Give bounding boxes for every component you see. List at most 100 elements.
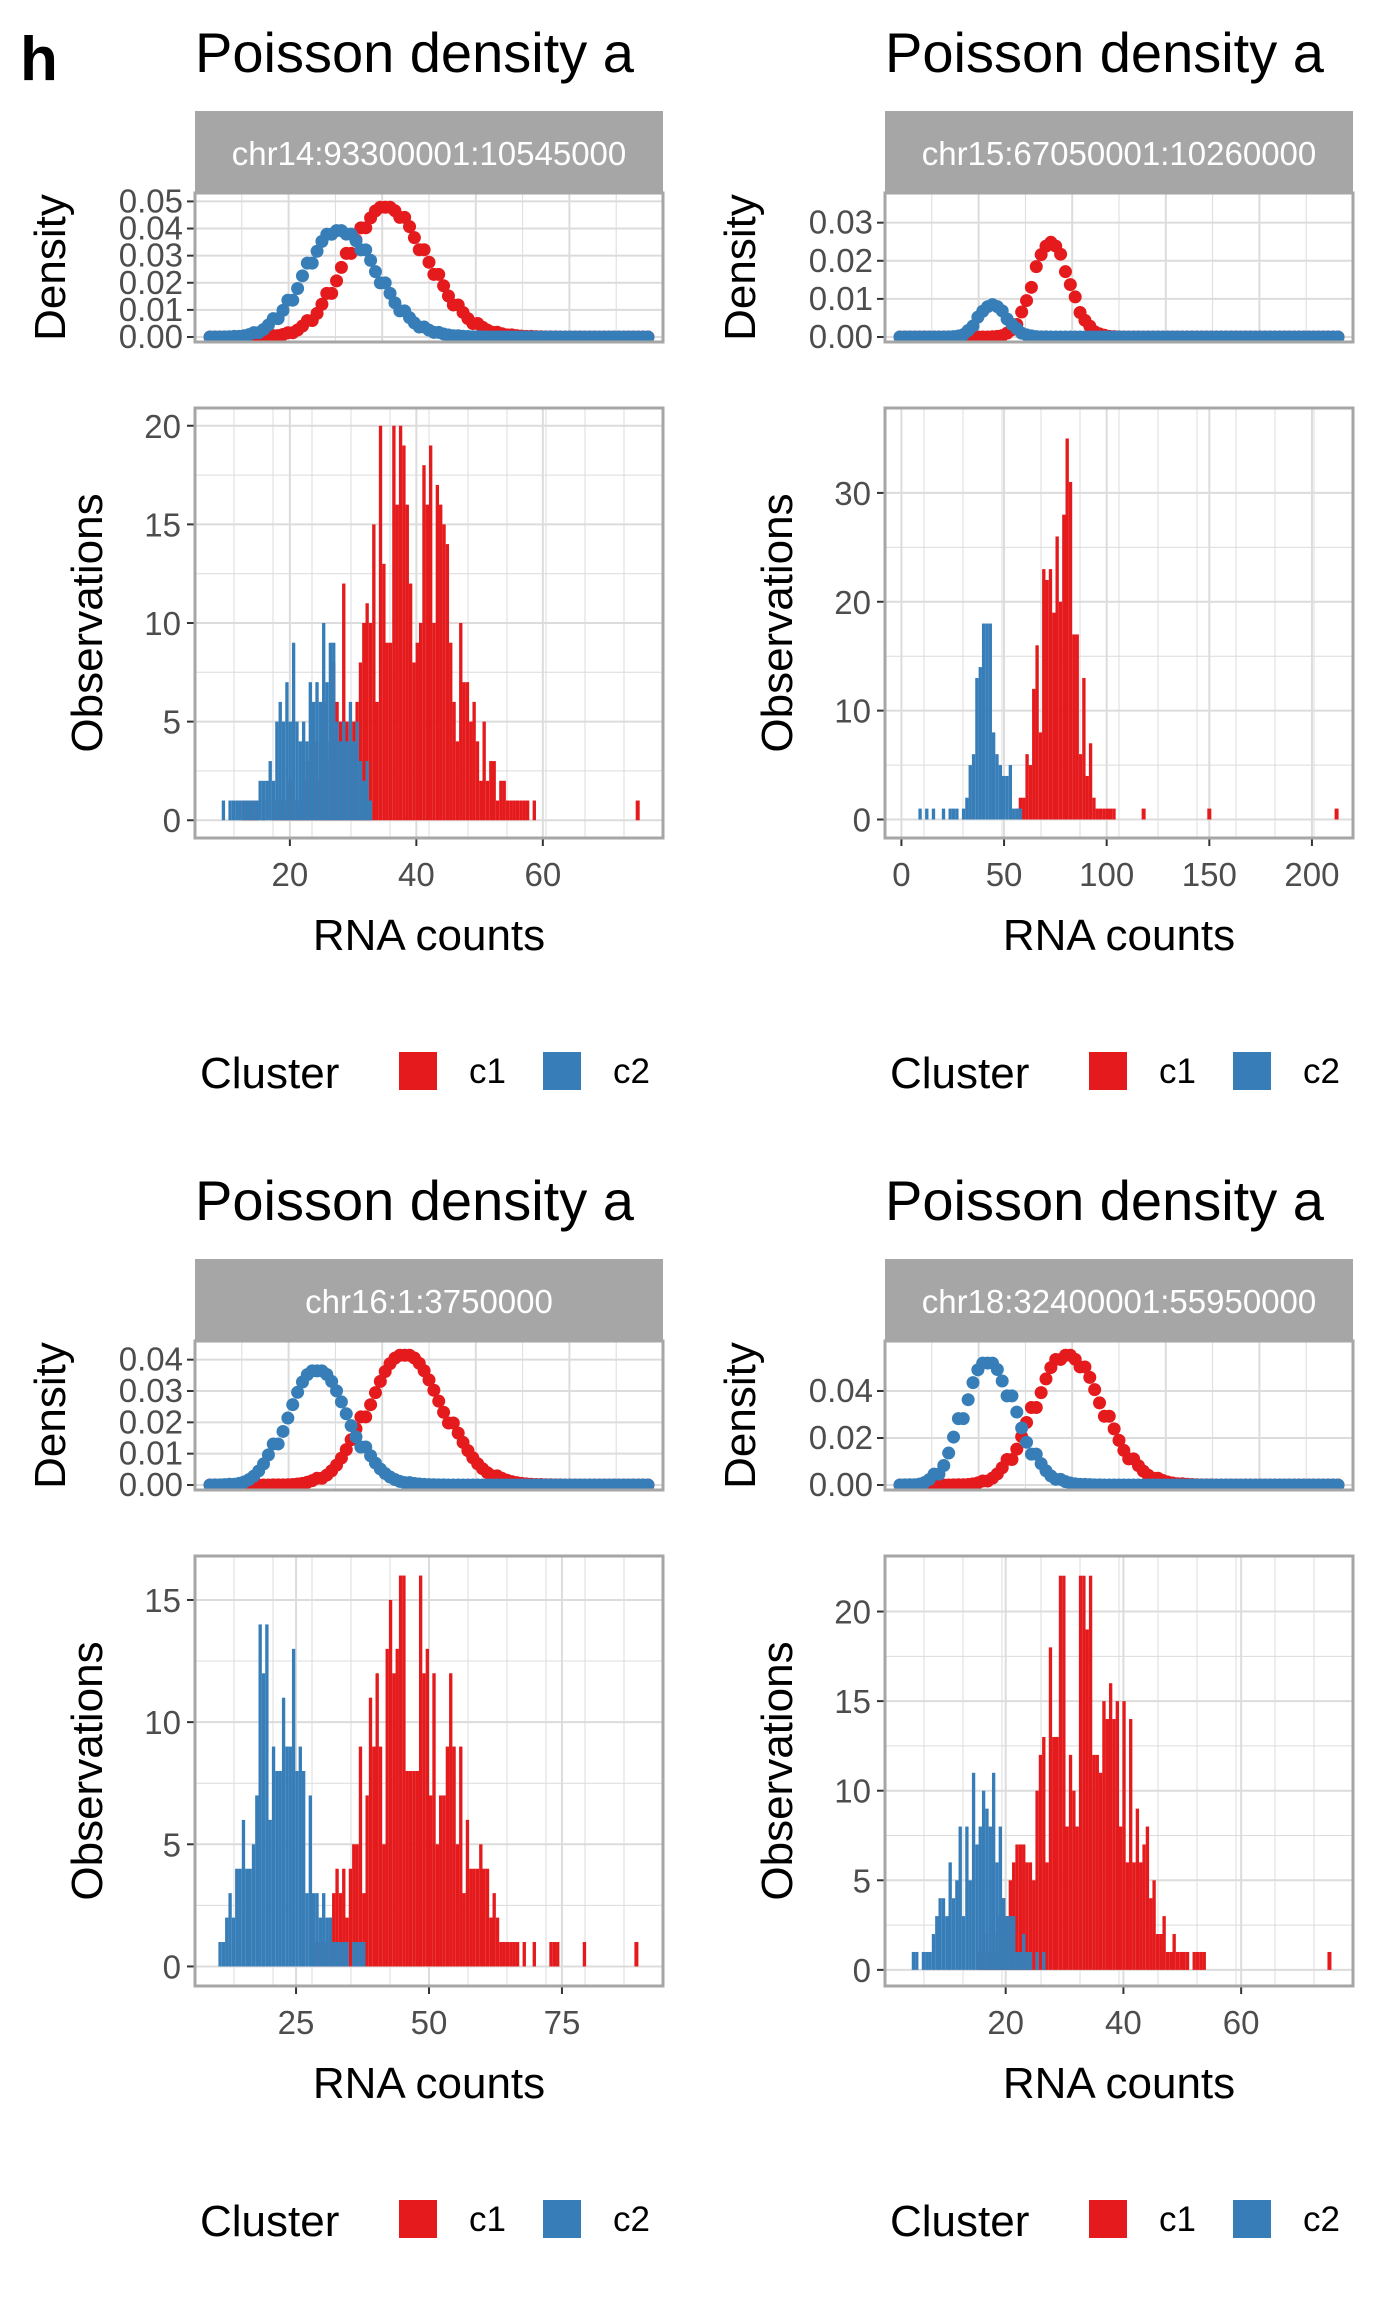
hist-bar-c1 <box>1092 797 1096 820</box>
legend: Cluster c1 c2 <box>890 1049 1340 1098</box>
hist-bar-c1 <box>522 800 526 821</box>
hist-ytick-label: 10 <box>144 1704 181 1741</box>
hist-bar-c1 <box>1095 808 1099 820</box>
hist-bar-c2 <box>355 721 359 821</box>
hist-xlabel: RNA counts <box>1003 911 1235 960</box>
hist-frame <box>193 406 665 840</box>
hist-ytick-label: 20 <box>144 408 181 445</box>
hist-bar-c1 <box>392 425 396 821</box>
hist-bar-c1 <box>445 544 450 821</box>
hist-bar-c1 <box>469 721 473 821</box>
hist-bar-c1 <box>342 583 346 821</box>
hist-bar-c2 <box>288 1746 292 1967</box>
hist-bar-c1 <box>462 1893 466 1967</box>
hist-xtick-label: 40 <box>1105 2004 1142 2041</box>
hist-bar-c2 <box>245 800 249 821</box>
hist-bar-c1 <box>412 662 416 821</box>
hist-bar-c1 <box>385 642 389 821</box>
facet-strip <box>885 1259 1353 1341</box>
hist-bar-c2 <box>322 623 326 821</box>
hist-bar-c1 <box>479 780 483 821</box>
hist-bar-c1 <box>1098 808 1103 820</box>
density-ytick-label: 0.00 <box>809 318 873 355</box>
hist-bar-c1 <box>378 1746 383 1967</box>
hist-xtick-label: 40 <box>398 856 435 893</box>
hist-xtick-label: 60 <box>1223 2004 1260 2041</box>
hist-bar-c2 <box>948 808 952 820</box>
legend-label-c1: c1 <box>1159 2200 1196 2239</box>
density-point-c2 <box>276 303 290 317</box>
hist-bar-c1 <box>1145 1826 1150 1970</box>
hist-bar-c2 <box>961 808 966 820</box>
legend-key-c1 <box>1089 2200 1127 2238</box>
hist-bar-c2 <box>965 1826 969 1970</box>
hist-ylabel: Observations <box>63 493 112 752</box>
legend-key-c1 <box>399 2200 437 2238</box>
hist-bar-c2 <box>305 741 309 821</box>
density-point-c1 <box>446 1416 460 1430</box>
hist-bar-c1 <box>392 1673 396 1967</box>
hist-bar-c1 <box>485 1868 490 1967</box>
hist-frame <box>883 1554 1355 1988</box>
hist-bar-c1 <box>1052 1736 1056 1970</box>
hist-bar-c2 <box>981 623 986 820</box>
hist-bar-c2 <box>938 1898 942 1970</box>
density-point-c2 <box>1020 1435 1034 1449</box>
hist-bar-c2 <box>978 1826 982 1970</box>
density-point-c1 <box>1068 290 1082 304</box>
density-point-c2 <box>995 1374 1009 1388</box>
hist-bar-c1 <box>375 1673 379 1967</box>
hist-bar-c2 <box>931 808 936 820</box>
hist-bar-c2 <box>288 721 292 821</box>
density-point-c2 <box>966 1376 980 1390</box>
density-point-c2 <box>291 1385 305 1399</box>
legend-label-c1: c1 <box>1159 1052 1196 1091</box>
legend-label-c2: c2 <box>613 1052 650 1091</box>
hist-bar-c1 <box>342 1868 346 1967</box>
density-ylabel: Density <box>26 194 75 341</box>
hist-bar-c1 <box>1172 1934 1176 1970</box>
hist-bar-c1 <box>358 1746 363 1967</box>
hist-bar-c2 <box>961 1916 966 1970</box>
hist-bar-c1 <box>472 701 476 821</box>
hist-bar-c2 <box>328 642 333 821</box>
hist-bar-c1 <box>362 1893 366 1967</box>
density-ytick-label: 0.00 <box>809 1466 873 1503</box>
legend-title: Cluster <box>200 1049 339 1098</box>
hist-bar-c1 <box>1135 1808 1140 1970</box>
hist-bar-c2 <box>921 1951 926 1970</box>
facet-strip-label: chr16:1:3750000 <box>305 1283 553 1320</box>
hist-bar-c1 <box>1058 1575 1063 1970</box>
density-point-c1 <box>1010 1442 1024 1456</box>
density-point-c1 <box>1054 247 1068 261</box>
hist-xtick-label: 75 <box>544 2004 581 2041</box>
hist-bar-c2 <box>238 1868 242 1967</box>
hist-bar-c1 <box>348 1868 353 1967</box>
hist-ytick-label: 0 <box>853 801 871 838</box>
legend-key-c2 <box>1233 1052 1271 1090</box>
hist-bar-c1 <box>449 1673 453 1967</box>
hist-series-c1 <box>312 1575 639 1967</box>
hist-bar-c1 <box>1122 1701 1126 1970</box>
hist-series-c2 <box>221 623 373 821</box>
hist-bar-c1 <box>439 504 443 821</box>
legend-label-c1: c1 <box>469 2200 506 2239</box>
hist-bar-c2 <box>352 741 356 821</box>
hist-bar-c1 <box>492 1893 496 1967</box>
hist-bar-c2 <box>985 1808 989 1970</box>
hist-bar-c1-outlier <box>635 800 640 821</box>
hist-bar-c1 <box>549 1942 553 1967</box>
hist-bar-c2 <box>1012 1916 1016 1970</box>
hist-bar-c1 <box>499 780 503 821</box>
hist-bar-c2 <box>275 721 279 821</box>
density-point-c2 <box>641 1478 655 1492</box>
hist-bar-c2 <box>285 682 289 821</box>
hist-bar-c2 <box>978 667 982 820</box>
density-point-c1 <box>368 1386 382 1400</box>
hist-bar-c1 <box>1035 645 1039 820</box>
hist-bar-c1 <box>532 1942 536 1967</box>
hist-bar-c2 <box>218 1942 222 1967</box>
hist-bar-c1 <box>1095 1754 1099 1970</box>
hist-bar-c2 <box>971 1772 976 1970</box>
density-series-c2 <box>893 1356 1345 1492</box>
